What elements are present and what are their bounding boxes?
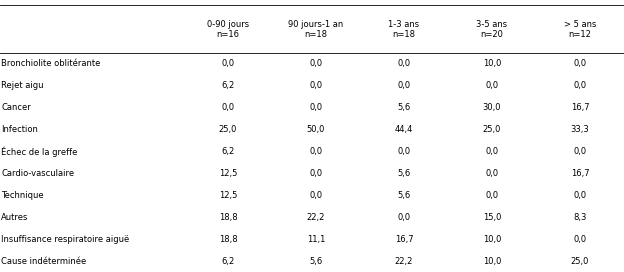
Text: 16,7: 16,7 (395, 235, 413, 244)
Text: Insuffisance respiratoire aiguë: Insuffisance respiratoire aiguë (1, 235, 130, 244)
Text: 25,0: 25,0 (483, 125, 501, 134)
Text: 0,0: 0,0 (573, 191, 587, 200)
Text: 0-90 jours
n=16: 0-90 jours n=16 (207, 20, 249, 39)
Text: 22,2: 22,2 (307, 213, 325, 222)
Text: 0,0: 0,0 (573, 60, 587, 69)
Text: 44,4: 44,4 (395, 125, 413, 134)
Text: 3-5 ans
n=20: 3-5 ans n=20 (477, 20, 507, 39)
Text: Échec de la greffe: Échec de la greffe (1, 146, 77, 157)
Text: 5,6: 5,6 (397, 103, 411, 112)
Text: 5,6: 5,6 (397, 169, 411, 178)
Text: 6,2: 6,2 (222, 256, 235, 265)
Text: 0,0: 0,0 (310, 169, 323, 178)
Text: 33,3: 33,3 (570, 125, 590, 134)
Text: 0,0: 0,0 (485, 81, 499, 90)
Text: 0,0: 0,0 (397, 213, 411, 222)
Text: 90 jours-1 an
n=18: 90 jours-1 an n=18 (288, 20, 344, 39)
Text: 0,0: 0,0 (310, 60, 323, 69)
Text: 0,0: 0,0 (222, 103, 235, 112)
Text: 0,0: 0,0 (310, 81, 323, 90)
Text: > 5 ans
n=12: > 5 ans n=12 (564, 20, 596, 39)
Text: Cancer: Cancer (1, 103, 31, 112)
Text: 0,0: 0,0 (397, 147, 411, 156)
Text: 18,8: 18,8 (219, 235, 237, 244)
Text: 15,0: 15,0 (483, 213, 501, 222)
Text: Cardio-vasculaire: Cardio-vasculaire (1, 169, 74, 178)
Text: Technique: Technique (1, 191, 44, 200)
Text: 25,0: 25,0 (571, 256, 589, 265)
Text: 0,0: 0,0 (485, 191, 499, 200)
Text: 25,0: 25,0 (219, 125, 237, 134)
Text: 16,7: 16,7 (571, 103, 589, 112)
Text: 5,6: 5,6 (397, 191, 411, 200)
Text: 8,3: 8,3 (573, 213, 587, 222)
Text: 0,0: 0,0 (397, 60, 411, 69)
Text: Autres: Autres (1, 213, 29, 222)
Text: 10,0: 10,0 (483, 235, 501, 244)
Text: 11,1: 11,1 (307, 235, 325, 244)
Text: 0,0: 0,0 (397, 81, 411, 90)
Text: 6,2: 6,2 (222, 147, 235, 156)
Text: 0,0: 0,0 (310, 191, 323, 200)
Text: 0,0: 0,0 (310, 147, 323, 156)
Text: Cause indéterminée: Cause indéterminée (1, 256, 87, 265)
Text: 0,0: 0,0 (310, 103, 323, 112)
Text: 5,6: 5,6 (310, 256, 323, 265)
Text: 6,2: 6,2 (222, 81, 235, 90)
Text: 30,0: 30,0 (483, 103, 501, 112)
Text: 0,0: 0,0 (573, 81, 587, 90)
Text: 0,0: 0,0 (485, 147, 499, 156)
Text: 0,0: 0,0 (222, 60, 235, 69)
Text: Rejet aigu: Rejet aigu (1, 81, 44, 90)
Text: 0,0: 0,0 (573, 147, 587, 156)
Text: 12,5: 12,5 (219, 191, 237, 200)
Text: 50,0: 50,0 (307, 125, 325, 134)
Text: 22,2: 22,2 (395, 256, 413, 265)
Text: 0,0: 0,0 (485, 169, 499, 178)
Text: 10,0: 10,0 (483, 256, 501, 265)
Text: Bronchiolite oblitérante: Bronchiolite oblitérante (1, 60, 100, 69)
Text: 1-3 ans
n=18: 1-3 ans n=18 (389, 20, 419, 39)
Text: 10,0: 10,0 (483, 60, 501, 69)
Text: 18,8: 18,8 (219, 213, 237, 222)
Text: Infection: Infection (1, 125, 38, 134)
Text: 0,0: 0,0 (573, 235, 587, 244)
Text: 12,5: 12,5 (219, 169, 237, 178)
Text: 16,7: 16,7 (571, 169, 589, 178)
